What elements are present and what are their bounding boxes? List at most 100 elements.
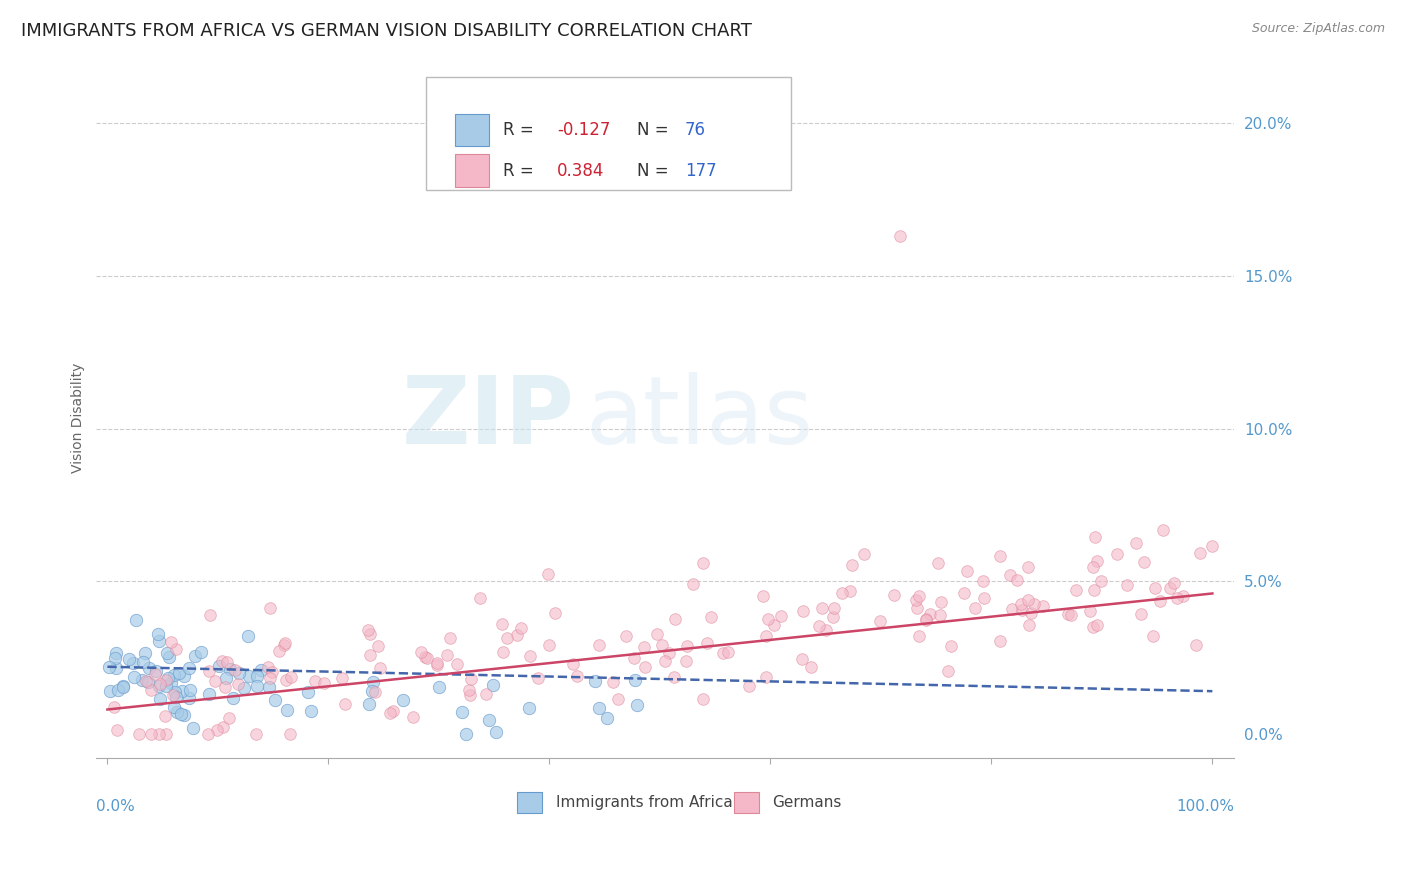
Point [173,669,195,683]
Point [565,669,588,683]
Point [104,661,127,675]
Text: 0.0%: 0.0% [97,799,135,814]
Point [914,613,936,627]
Point [273,638,295,652]
Point [1201,539,1223,553]
Point [262,665,284,679]
Point [509,621,531,635]
Bar [734,792,759,813]
Point [380,706,402,720]
Point [136,675,159,690]
Point [1010,597,1032,611]
Point [439,632,461,646]
Point [485,724,508,739]
Point [160,676,183,690]
Point [228,676,250,690]
Point [259,600,281,615]
Point [118,652,141,666]
Point [1152,523,1174,537]
Point [128,727,150,741]
Point [228,666,250,681]
Point [988,634,1011,648]
Point [413,649,436,664]
Point [841,558,863,573]
Point [1056,607,1078,621]
Point [1166,591,1188,606]
Point [148,679,170,693]
Point [808,619,831,633]
Point [138,661,160,675]
Point [204,674,226,689]
Point [717,645,740,659]
Point [456,727,478,741]
Bar [517,792,543,813]
Point [588,701,610,715]
Point [623,651,645,665]
Point [427,680,450,694]
Point [426,658,449,673]
Point [853,547,876,561]
Point [409,645,432,659]
Text: Immigrants from Africa: Immigrants from Africa [557,795,733,810]
Point [927,556,949,570]
Point [165,690,187,704]
Point [517,701,540,715]
Point [633,640,655,655]
Point [1064,582,1087,597]
Point [965,601,987,615]
Point [904,593,927,607]
Point [357,624,380,638]
Point [155,673,177,688]
Point [246,679,269,693]
Point [132,655,155,669]
Point [426,657,449,671]
Point [561,657,583,671]
Point [436,648,458,662]
Point [696,636,718,650]
Y-axis label: Vision Disability: Vision Disability [72,363,86,473]
Point [458,682,481,697]
Point [675,640,697,654]
Point [1078,604,1101,618]
Point [333,697,356,711]
Point [236,629,259,643]
Point [215,655,238,669]
Point [700,610,723,624]
Text: N =: N = [637,161,673,179]
Point [382,704,405,718]
Point [163,668,186,682]
Point [179,661,201,675]
Point [658,646,681,660]
Point [274,673,297,687]
Point [125,613,148,627]
Point [468,591,491,606]
Point [506,627,529,641]
Point [929,594,952,608]
Point [359,626,381,640]
Text: N =: N = [637,121,673,139]
Point [215,671,238,685]
Point [1159,581,1181,595]
Point [692,692,714,706]
Text: 76: 76 [685,121,706,139]
Point [675,654,697,668]
Point [148,727,170,741]
Point [475,687,498,701]
Point [392,692,415,706]
Point [1060,607,1083,622]
Point [207,659,229,673]
Point [460,672,482,686]
FancyBboxPatch shape [426,78,790,190]
Text: ZIP: ZIP [402,372,575,464]
Point [478,713,501,727]
Point [280,670,302,684]
Point [416,651,439,665]
Point [692,556,714,570]
Point [134,646,156,660]
Point [810,601,832,615]
Point [607,692,630,706]
Point [738,679,761,693]
Point [198,687,221,701]
Point [821,609,844,624]
Point [259,671,281,685]
